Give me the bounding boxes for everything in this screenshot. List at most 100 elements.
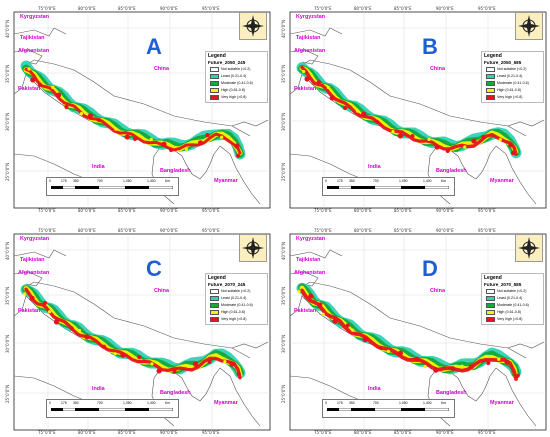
suitability-patch	[460, 364, 464, 368]
longitude-label: 80°0'0"E	[78, 6, 96, 11]
suitability-patch	[137, 354, 142, 360]
scale-bar-graphic	[327, 408, 449, 411]
legend-item: Moderate (0.41-0.6)	[486, 81, 542, 86]
legend-label: High (0.61-0.8)	[497, 87, 521, 92]
legend-swatch	[210, 303, 219, 308]
country-border	[427, 141, 451, 205]
map-panel-b: 75°0'0"E 75°0'0"E 80°0'0"E 80°0'0"E 85°0'0"E…	[280, 4, 548, 213]
latitude-label: 35°0'0"N	[5, 64, 10, 83]
country-label-afghanistan: Afghanistan	[294, 48, 326, 54]
scale-unit: Km	[441, 179, 447, 183]
suitability-patch	[161, 141, 167, 147]
scale-tick-label: 0	[325, 179, 327, 183]
legend-item: Very high (>0.8)	[486, 317, 542, 322]
suitability-patch	[150, 362, 154, 366]
country-label-china: China	[430, 66, 445, 72]
scale-tick-label: 1,400	[423, 401, 432, 405]
legend-label: Least (0.21-0.4)	[497, 73, 523, 78]
north-arrow-icon	[239, 234, 267, 262]
north-arrow-icon	[239, 12, 267, 40]
longitude-label: 75°0'0"E	[314, 430, 332, 435]
suitability-patch	[463, 145, 467, 149]
legend-label: Least (0.21-0.4)	[221, 295, 247, 300]
legend-item: Least (0.21-0.4)	[486, 296, 542, 301]
longitude-label: 85°0'0"E	[118, 208, 136, 213]
longitude-label: 80°0'0"E	[354, 430, 372, 435]
country-label-afghanistan: Afghanistan	[18, 48, 50, 54]
legend-swatch	[210, 74, 219, 79]
country-border	[151, 141, 175, 205]
suitability-patch	[332, 318, 338, 324]
suitability-patch	[510, 150, 516, 156]
legend-swatch	[210, 296, 219, 301]
legend-item: Moderate (0.41-0.6)	[210, 303, 266, 308]
scale-tick-label: 175	[337, 179, 343, 183]
scale-tick-label: 1,050	[399, 179, 408, 183]
latitude-label: 25°0'0"N	[5, 384, 10, 403]
longitude-label: 90°0'0"E	[160, 208, 178, 213]
scale-tick-label: 700	[97, 401, 103, 405]
legend-label: Moderate (0.41-0.6)	[497, 302, 529, 307]
legend-swatch	[210, 317, 219, 322]
country-border	[173, 367, 221, 402]
suitability-patch	[220, 135, 224, 139]
legend-label: Not suitable (<0.2)	[497, 66, 527, 71]
map-panel-a: 75°0'0"E 75°0'0"E 80°0'0"E 80°0'0"E 85°0'0"E…	[4, 4, 272, 213]
country-border	[289, 249, 343, 259]
longitude-label: 80°0'0"E	[78, 208, 96, 213]
suitability-patch	[235, 153, 241, 158]
country-label-tajikistan: Tajikistan	[296, 35, 321, 41]
suitability-patch	[47, 310, 52, 314]
country-label-myanmar: Myanmar	[490, 178, 514, 184]
country-label-china: China	[430, 288, 445, 294]
north-arrow-icon	[515, 234, 543, 262]
legend-item: Least (0.21-0.4)	[210, 296, 266, 301]
suitability-patch	[375, 119, 380, 125]
country-label-pakistan: Pakistan	[294, 308, 317, 314]
suitability-patch	[434, 144, 440, 150]
legend-label: Moderate (0.41-0.6)	[497, 80, 529, 85]
legend-swatch	[486, 317, 495, 322]
suitability-patch	[468, 364, 474, 370]
scale-bar: 0 175 350 700 1,050 1,400 Km	[46, 177, 179, 196]
suitability-patch	[308, 293, 314, 299]
legend-box: Legend Future_2070_585 Not suitable (<0.2)…	[481, 273, 544, 325]
scale-unit: Km	[165, 401, 171, 405]
scale-tick-label: 700	[373, 179, 379, 183]
suitability-patch	[84, 334, 90, 340]
suitability-patch	[481, 134, 486, 140]
country-border	[449, 367, 497, 402]
scale-tick-label: 1,050	[123, 401, 132, 405]
suitability-patch	[304, 76, 310, 82]
suitability-patch	[342, 105, 348, 111]
legend-item: High (0.61-0.8)	[210, 88, 266, 93]
suitability-patch	[184, 147, 189, 152]
suitability-patch	[205, 132, 210, 138]
country-label-afghanistan: Afghanistan	[294, 270, 326, 276]
suitability-patch	[356, 109, 360, 113]
legend-scenario: Future_2070_585	[484, 282, 522, 287]
longitude-label: 90°0'0"E	[436, 228, 454, 233]
suitability-band	[300, 288, 518, 381]
suitability-patch	[120, 352, 126, 358]
suitability-patch	[397, 133, 403, 139]
scale-tick-label: 0	[49, 401, 51, 405]
scale-bar-graphic	[327, 186, 449, 189]
country-label-china: China	[154, 288, 169, 294]
legend-title: Legend	[208, 53, 226, 59]
legend-item: High (0.61-0.8)	[486, 88, 542, 93]
legend-item: Moderate (0.41-0.6)	[486, 303, 542, 308]
country-label-india: India	[368, 386, 381, 392]
legend-swatch	[486, 296, 495, 301]
longitude-label: 80°0'0"E	[354, 228, 372, 233]
country-border	[289, 271, 319, 287]
longitude-label: 75°0'0"E	[314, 208, 332, 213]
suitability-patch	[192, 361, 199, 367]
suitability-patch	[508, 142, 514, 148]
longitude-label: 80°0'0"E	[78, 228, 96, 233]
latitude-label: 30°0'0"N	[281, 112, 286, 131]
suitability-patch	[471, 138, 477, 144]
country-border	[33, 59, 251, 137]
longitude-label: 90°0'0"E	[160, 228, 178, 233]
country-border	[231, 119, 269, 127]
